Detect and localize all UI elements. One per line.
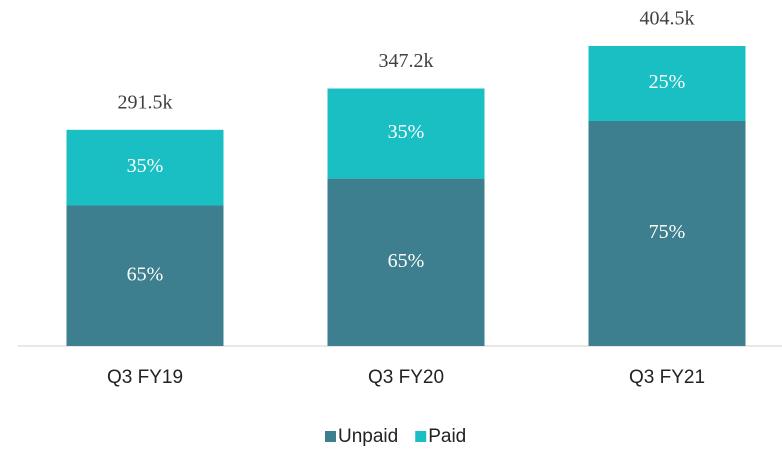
x-tick-label: Q3 FY20 — [368, 367, 444, 388]
total-label: 404.5k — [640, 8, 695, 30]
value-label: 25% — [649, 71, 686, 93]
value-label: 35% — [127, 155, 164, 177]
total-label: 291.5k — [118, 91, 173, 113]
total-label: 347.2k — [379, 50, 434, 72]
value-label: 65% — [127, 263, 164, 285]
legend-label: Paid — [428, 426, 466, 447]
value-label: 35% — [388, 121, 425, 143]
bar-segment — [327, 178, 485, 346]
bar-segment — [66, 129, 224, 206]
bar-segment — [66, 205, 224, 346]
legend-swatch — [325, 431, 336, 442]
x-tick-label: Q3 FY19 — [107, 367, 183, 388]
bar-segment — [327, 88, 485, 179]
x-tick-label: Q3 FY21 — [629, 367, 705, 388]
value-label: 65% — [388, 250, 425, 272]
bar-segment — [588, 121, 746, 346]
legend-swatch — [415, 431, 427, 442]
bar-segment — [588, 46, 746, 121]
legend-label: Unpaid — [338, 426, 398, 447]
value-label: 75% — [649, 221, 686, 243]
